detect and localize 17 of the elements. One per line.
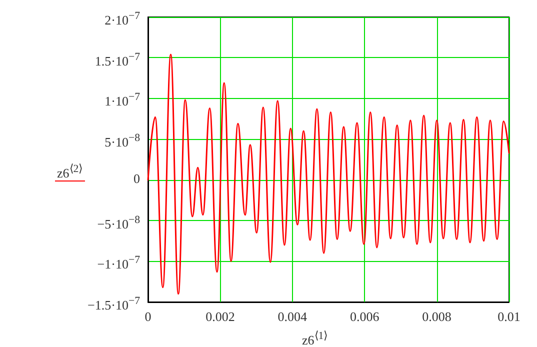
y-tick-label: 5·10$^{−8}$	[104, 131, 140, 150]
x-tick-label: 0.004	[278, 309, 308, 324]
y-tick-label: −5·10$^{−8}$	[97, 212, 140, 232]
y-axis-title: z6$^{⟨2⟩}$	[57, 162, 83, 182]
x-tick-label: 0.008	[422, 309, 452, 324]
x-tick-label: 0.006	[350, 309, 380, 324]
x-tick-label: 0.002	[206, 309, 235, 324]
x-tick-label: 0.01	[498, 309, 520, 324]
y-tick-label: −1.5·10$^{−7}$	[88, 294, 140, 314]
y-tick-label: −1·10$^{−7}$	[97, 253, 140, 273]
line-series	[147, 54, 510, 295]
y-tick-label: 1.5·10$^{−7}$	[94, 50, 140, 70]
y-tick-label: 0	[134, 170, 140, 187]
y-tick-label: 1·10$^{−7}$	[104, 90, 140, 110]
x-tick-label: 0	[144, 309, 152, 324]
y-tick-label: 2·10$^{−7}$	[104, 9, 140, 28]
x-axis-title: z6$^{⟨1⟩}$	[302, 329, 328, 347]
